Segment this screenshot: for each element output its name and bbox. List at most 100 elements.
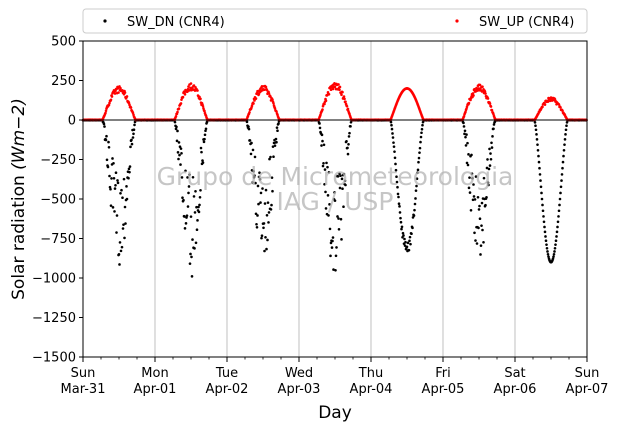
point-sw-up (340, 93, 343, 97)
point-sw-dn (400, 225, 404, 229)
point-sw-dn (123, 236, 126, 240)
point-sw-dn (261, 187, 264, 190)
point-sw-dn (180, 151, 183, 155)
point-sw-up (338, 85, 342, 89)
point-sw-dn (556, 220, 560, 224)
point-sw-dn (462, 121, 465, 125)
point-sw-dn (545, 246, 549, 250)
point-sw-dn (180, 176, 184, 179)
point-sw-dn (539, 185, 543, 189)
point-sw-dn (245, 120, 249, 124)
y-axis: 500 250 0 −250 −500 −750 −1000 −1250 −1500 (32, 35, 83, 366)
point-sw-dn (269, 155, 272, 159)
point-sw-dn (107, 140, 110, 144)
point-sw-dn (558, 197, 562, 201)
point-sw-dn (420, 127, 424, 131)
watermark-line-2: IAG / USP (277, 187, 394, 216)
point-sw-dn (477, 208, 481, 211)
point-sw-dn (474, 175, 478, 178)
point-sw-up (486, 97, 490, 100)
point-sw-dn (173, 120, 177, 124)
point-sw-up (264, 85, 268, 89)
point-sw-up (462, 115, 466, 118)
point-sw-dn (463, 132, 466, 136)
point-sw-up (490, 108, 494, 112)
point-sw-dn (465, 161, 469, 165)
point-sw-dn (187, 185, 191, 188)
point-sw-up (343, 97, 346, 101)
point-sw-dn (262, 222, 266, 225)
point-sw-dn (544, 239, 548, 243)
point-sw-dn (186, 176, 189, 179)
point-sw-dn (247, 125, 250, 129)
point-sw-dn (123, 205, 127, 209)
point-sw-dn (114, 183, 117, 187)
point-sw-dn (467, 153, 470, 156)
point-sw-dn (125, 185, 128, 188)
point-sw-dn (102, 122, 106, 126)
point-sw-dn (465, 133, 468, 136)
point-sw-dn (347, 135, 351, 138)
point-sw-up (271, 98, 274, 102)
point-sw-dn (271, 145, 275, 148)
point-sw-dn (337, 227, 341, 231)
point-sw-dn (334, 254, 338, 258)
point-sw-dn (266, 201, 270, 204)
point-sw-dn (396, 185, 399, 189)
point-sw-dn (408, 235, 412, 239)
point-sw-dn (342, 172, 346, 176)
point-sw-dn (407, 248, 411, 252)
point-sw-up (323, 102, 326, 106)
point-sw-dn (131, 136, 135, 139)
point-sw-dn (464, 144, 468, 147)
x-tick-label-date: Apr-01 (134, 382, 177, 397)
point-sw-dn (120, 188, 123, 192)
point-sw-dn (321, 139, 324, 143)
point-sw-dn (410, 232, 413, 236)
x-tick-label-date: Apr-04 (350, 382, 393, 397)
point-sw-dn (112, 176, 116, 180)
point-sw-dn (109, 187, 112, 191)
point-sw-dn (541, 209, 545, 213)
point-sw-dn (544, 235, 547, 238)
point-sw-up (472, 94, 475, 97)
point-sw-dn (421, 123, 424, 127)
point-sw-dn (335, 246, 338, 249)
point-sw-dn (564, 133, 567, 136)
point-sw-dn (119, 191, 122, 195)
point-sw-dn (468, 191, 472, 194)
point-sw-up (273, 107, 277, 110)
point-sw-dn (264, 235, 267, 239)
point-sw-dn (538, 166, 541, 170)
point-sw-up (119, 86, 122, 90)
point-sw-dn (487, 167, 491, 171)
point-sw-dn (112, 161, 115, 165)
point-sw-dn (121, 227, 125, 230)
point-sw-dn (328, 227, 332, 231)
point-sw-dn (408, 239, 411, 243)
y-tick-label: −1500 (32, 351, 76, 366)
point-sw-dn (198, 203, 201, 207)
point-sw-dn (565, 121, 569, 124)
point-sw-dn (340, 177, 344, 181)
point-sw-dn (204, 129, 207, 133)
point-sw-up (192, 84, 196, 87)
point-sw-dn (114, 171, 118, 175)
point-sw-dn (177, 141, 181, 144)
x-tick-label-day: Wed (285, 366, 313, 381)
point-sw-dn (327, 214, 330, 217)
point-sw-dn (318, 122, 321, 125)
point-sw-dn (334, 268, 337, 272)
point-sw-dn (127, 167, 131, 171)
point-sw-up (180, 98, 183, 101)
point-sw-dn (326, 165, 329, 169)
point-sw-up (260, 85, 264, 88)
point-sw-dn (179, 147, 183, 150)
point-sw-dn (267, 211, 271, 214)
point-sw-dn (332, 268, 335, 271)
point-sw-dn (470, 172, 474, 175)
point-sw-dn (259, 201, 262, 204)
point-sw-dn (464, 135, 467, 139)
point-sw-dn (553, 250, 556, 253)
point-sw-dn (482, 241, 485, 244)
